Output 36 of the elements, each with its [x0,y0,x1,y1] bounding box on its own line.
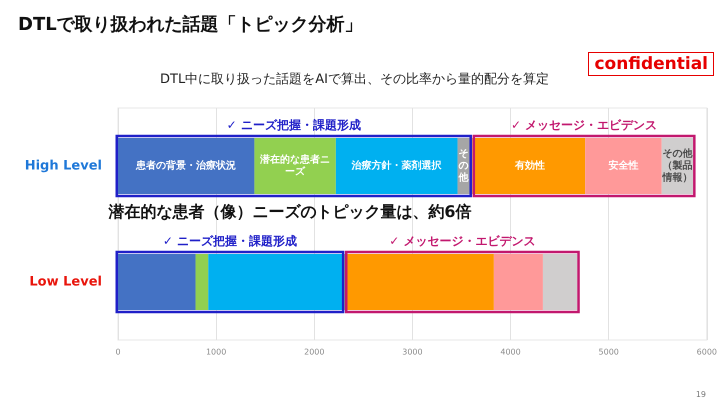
series-label: ✓ メッセージ・エビデンス [510,118,658,132]
bar [254,138,336,194]
series-label: 患者の背景・治療状況 [135,160,236,172]
series-label: 有効性 [514,160,546,172]
x-tick-label: 4000 [500,348,521,356]
x-tick-label: 0 [115,348,121,356]
bar [585,138,662,194]
text: ✓ ニーズ把握・課題形成 [162,234,298,248]
annotation: 潜在的な患者（像）ニーズのトピック量は、約6倍 [107,202,473,223]
x-tick-label: 1000 [206,348,226,356]
series-label: 治療方針・薬剤選択 [350,160,443,172]
y-tick-label: High Level [24,158,102,174]
bar [208,254,345,310]
x-tick-label: 6000 [696,348,717,356]
series-label: 安全性 [608,160,638,172]
chart-subtitle: DTL中に取り扱った話題をAIで算出、その比率から量的配分を算定 [160,71,549,88]
bar [196,254,208,310]
series-label: その他（製品情報） [661,148,694,184]
bar [494,254,543,310]
y-tick-label: Low Level [29,274,102,290]
bar [344,254,494,310]
bar [118,138,254,194]
x-tick-label: 2000 [304,348,324,356]
series-label: ✓ ニーズ把握・課題形成 [226,118,361,132]
x-tick-label: 3000 [402,348,423,356]
text: ✓ メッセージ・エビデンス [389,234,536,248]
series-label: 潜在的な患者ニーズ [259,154,330,178]
bar [336,138,458,194]
bar [118,254,196,310]
x-tick-label: 5000 [598,348,619,356]
chart-title: DTLで取り扱われた話題「トピック分析」 [18,13,363,36]
text: confidential [588,52,714,76]
text: 19 [696,390,706,399]
bar [472,138,586,194]
bar [542,254,578,310]
series-label: その他 [458,148,470,184]
